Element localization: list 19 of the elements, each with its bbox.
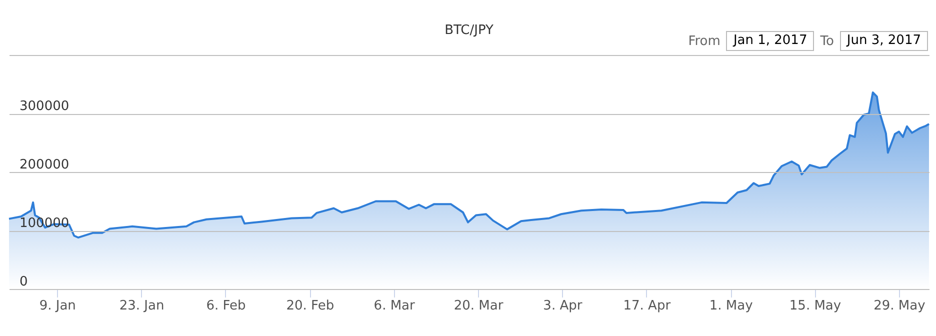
date-field: Jun 3, 2017 <box>840 31 928 51</box>
x-tick-label: 23. Jan <box>119 298 164 314</box>
y-tick-label: 200000 <box>20 158 70 172</box>
x-tick-label: 15. May <box>789 298 842 314</box>
x-tick-label: 6. Feb <box>206 298 246 314</box>
text: From <box>688 34 720 48</box>
x-tick-label: 9. Jan <box>39 298 76 314</box>
x-tick-label: 20. Mar <box>454 298 504 314</box>
x-tick-label: 3. Apr <box>543 298 583 314</box>
date-field: Jan 1, 2017 <box>726 31 814 51</box>
x-tick-label: 20. Feb <box>286 298 334 314</box>
y-tick-label: 300000 <box>20 99 70 114</box>
x-tick-label: 29. May <box>874 298 926 314</box>
text: To <box>820 34 834 48</box>
x-tick-label: 6. Mar <box>374 298 416 314</box>
x-tick-label: 1. May <box>709 298 754 314</box>
chart-title: BTC/JPY <box>444 23 494 38</box>
x-tick-label: 17. Apr <box>623 298 672 314</box>
y-tick-label: 0 <box>20 274 28 290</box>
